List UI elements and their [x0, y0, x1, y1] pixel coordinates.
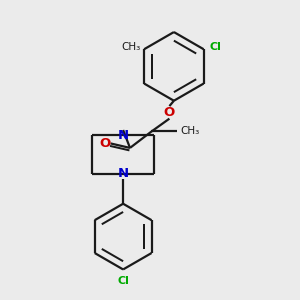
Text: Cl: Cl: [209, 42, 221, 52]
Text: O: O: [164, 106, 175, 118]
Text: Cl: Cl: [117, 276, 129, 286]
Text: O: O: [100, 137, 111, 150]
Text: N: N: [118, 167, 129, 180]
Text: N: N: [118, 129, 129, 142]
Text: CH₃: CH₃: [181, 127, 200, 136]
Text: CH₃: CH₃: [121, 42, 141, 52]
